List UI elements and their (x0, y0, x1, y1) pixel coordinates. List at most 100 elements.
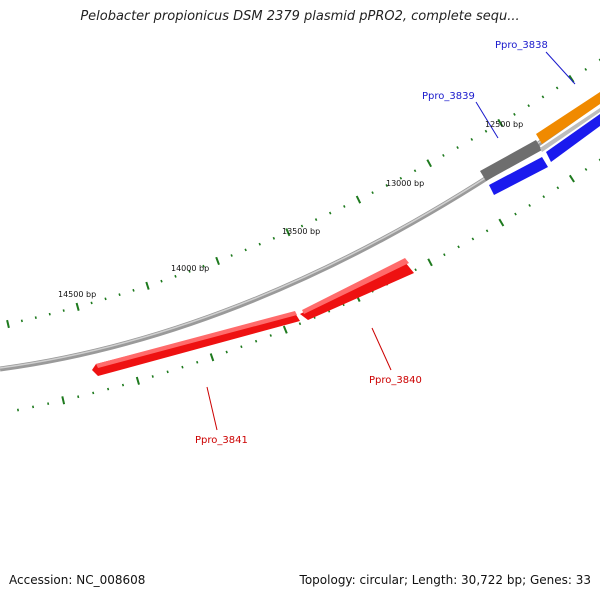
outer-ring-minor-tick (202, 264, 205, 268)
summary-text: Topology: circular; Length: 30,722 bp; G… (299, 573, 591, 587)
outer-tick-ring (6, 58, 600, 329)
outer-ring-minor-tick (513, 112, 516, 116)
inner-ring-minor-tick (166, 370, 169, 374)
map-title: Pelobacter propionicus DSM 2379 plasmid … (80, 9, 520, 24)
gene-block-orange (536, 92, 600, 144)
inner-ring-minor-tick (92, 391, 95, 395)
outer-ring-minor-tick (300, 224, 304, 228)
inner-ring-minor-tick (77, 395, 80, 399)
gene-block-light-gray (540, 108, 600, 152)
outer-ring-minor-tick (272, 236, 276, 240)
inner-ring-minor-tick (485, 229, 489, 233)
tick-label-14500: 14500 bp (58, 290, 96, 299)
inner-ring-minor-tick (225, 350, 228, 354)
outer-ring-major-tick (145, 281, 150, 290)
outer-ring-minor-tick (456, 146, 459, 149)
outer-ring-major-tick (497, 118, 504, 127)
leader-line-ppro-3838 (545, 51, 576, 85)
inner-ring-minor-tick (107, 387, 110, 391)
inner-ring-major-tick (61, 396, 66, 405)
outer-ring-minor-tick (62, 309, 65, 312)
inner-ring-minor-tick (196, 360, 199, 364)
inner-ring-minor-tick (542, 195, 546, 199)
outer-ring-minor-tick (442, 154, 445, 157)
leader-line-ppro-3839 (475, 101, 499, 139)
gene-label-ppro-3838[interactable]: Ppro_3838 (495, 40, 548, 51)
outer-ring-major-tick (355, 195, 362, 204)
tick-label-13000: 13000 bp (386, 179, 424, 188)
outer-ring-minor-tick (160, 279, 163, 283)
inner-ring-minor-tick (269, 334, 272, 337)
outer-ring-minor-tick (470, 138, 474, 141)
inner-ring-minor-tick (556, 186, 560, 190)
outer-ring-minor-tick (555, 86, 559, 90)
inner-ring-minor-tick (443, 253, 446, 257)
leader-line-ppro-3841 (206, 386, 218, 431)
gene-block-ppro-3840 (300, 262, 414, 320)
gene-label-ppro-3840[interactable]: Ppro_3840 (369, 375, 422, 386)
outer-ring-minor-tick (484, 129, 488, 133)
outer-ring-minor-tick (34, 316, 37, 319)
outer-ring-minor-tick (188, 269, 191, 273)
outer-ring-major-tick (75, 302, 80, 311)
outer-ring-minor-tick (20, 319, 23, 323)
outer-ring-major-tick (285, 228, 291, 237)
tick-label-13500: 13500 bp (282, 227, 320, 236)
outer-ring-minor-tick (541, 95, 545, 99)
leader-line-ppro-3840 (371, 327, 392, 371)
inner-ring-minor-tick (47, 402, 50, 405)
outer-ring-minor-tick (314, 218, 318, 222)
inner-ring-minor-tick (151, 375, 154, 378)
inner-ring-major-tick (568, 174, 575, 183)
tick-label-14000: 14000 bp (171, 264, 209, 273)
gene-block-ppro-3840-shade (302, 258, 409, 314)
inner-ring-minor-tick (32, 405, 35, 409)
inner-ring-minor-tick (240, 345, 243, 349)
inner-ring-minor-tick (457, 245, 460, 249)
outer-ring-minor-tick (90, 301, 93, 305)
outer-ring-minor-tick (527, 104, 530, 108)
outer-ring-minor-tick (399, 176, 403, 180)
inner-ring-minor-tick (471, 237, 475, 241)
gene-label-ppro-3841[interactable]: Ppro_3841 (195, 435, 248, 446)
inner-ring-minor-tick (121, 383, 125, 387)
inner-ring-minor-tick (181, 365, 184, 369)
outer-ring-minor-tick (230, 254, 233, 257)
inner-ring-minor-tick (414, 268, 417, 272)
gene-label-ppro-3839[interactable]: Ppro_3839 (422, 91, 475, 102)
outer-ring-minor-tick (132, 288, 135, 292)
outer-ring-minor-tick (385, 184, 389, 187)
inner-ring-minor-tick (514, 212, 517, 216)
outer-ring-major-tick (215, 256, 220, 266)
inner-ring-minor-tick (254, 339, 258, 343)
outer-ring-minor-tick (371, 191, 374, 195)
inner-ring-major-tick (427, 258, 433, 267)
outer-ring-minor-tick (104, 297, 107, 301)
outer-ring-minor-tick (258, 242, 261, 246)
outer-ring-minor-tick (118, 293, 121, 297)
outer-ring-minor-tick (584, 67, 588, 71)
outer-ring-major-tick (426, 159, 432, 168)
gene-block-ppro-3841 (92, 313, 300, 376)
outer-ring-minor-tick (328, 211, 332, 215)
inner-ring-minor-tick (584, 167, 588, 171)
tick-label-12500: 12500 bp (485, 120, 523, 129)
inner-ring-minor-tick (298, 322, 302, 326)
gene-block-ppro-3839 (489, 157, 548, 195)
gene-block-ppro-3841-shade (96, 311, 297, 368)
outer-ring-minor-tick (413, 169, 417, 173)
inner-ring-major-tick (135, 376, 140, 385)
gene-block-gray (480, 140, 542, 181)
outer-ring-minor-tick (48, 312, 51, 316)
inner-ring-minor-tick (528, 203, 531, 207)
outer-ring-major-tick (6, 319, 10, 329)
outer-ring-minor-tick (174, 274, 177, 278)
outer-ring-minor-tick (343, 205, 346, 208)
inner-ring-major-tick (282, 325, 288, 334)
inner-ring-major-tick (498, 218, 505, 227)
accession-text: Accession: NC_008608 (9, 573, 146, 587)
outer-ring-minor-tick (244, 248, 247, 252)
inner-tick-ring (17, 158, 600, 412)
inner-ring-major-tick (209, 353, 215, 362)
